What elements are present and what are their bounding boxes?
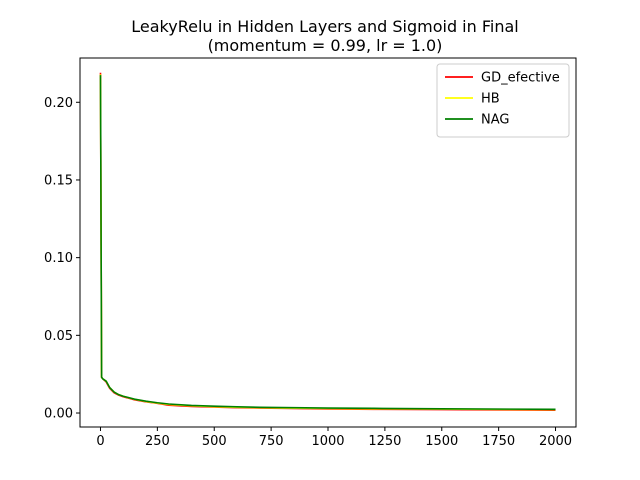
legend-label: GD_efective — [481, 71, 560, 86]
legend-label: HB — [481, 92, 500, 107]
chart-subtitle: (momentum = 0.99, lr = 1.0) — [208, 36, 443, 55]
series-line-nag — [99, 75, 556, 411]
y-tick-label: 0.20 — [44, 96, 73, 111]
chart-title: LeakyRelu in Hidden Layers and Sigmoid i… — [131, 17, 518, 36]
legend: GD_efective HB NAG — [436, 63, 570, 138]
legend-label: NAG — [481, 113, 509, 128]
plot-frame — [79, 57, 577, 428]
x-tick-label: 500 — [202, 434, 227, 449]
y-tick-label: 0.15 — [44, 173, 73, 188]
y-tick-label: 0.00 — [44, 407, 73, 422]
plot-series — [99, 72, 556, 412]
x-tick-label: 0 — [96, 434, 104, 449]
x-tick-label: 1750 — [482, 434, 515, 449]
x-tick-label: 250 — [145, 434, 170, 449]
y-tick-label: 0.10 — [44, 251, 73, 266]
x-tick-label: 1500 — [425, 434, 458, 449]
y-axis-ticks: 0.00 0.05 0.10 0.15 0.20 — [44, 96, 80, 422]
x-tick-label: 1000 — [311, 434, 344, 449]
x-axis-ticks: 0 250 500 750 1000 1250 1500 1750 2000 — [96, 427, 572, 449]
x-tick-label: 2000 — [539, 434, 572, 449]
y-tick-label: 0.05 — [44, 329, 73, 344]
x-tick-label: 750 — [259, 434, 284, 449]
x-tick-label: 1250 — [368, 434, 401, 449]
